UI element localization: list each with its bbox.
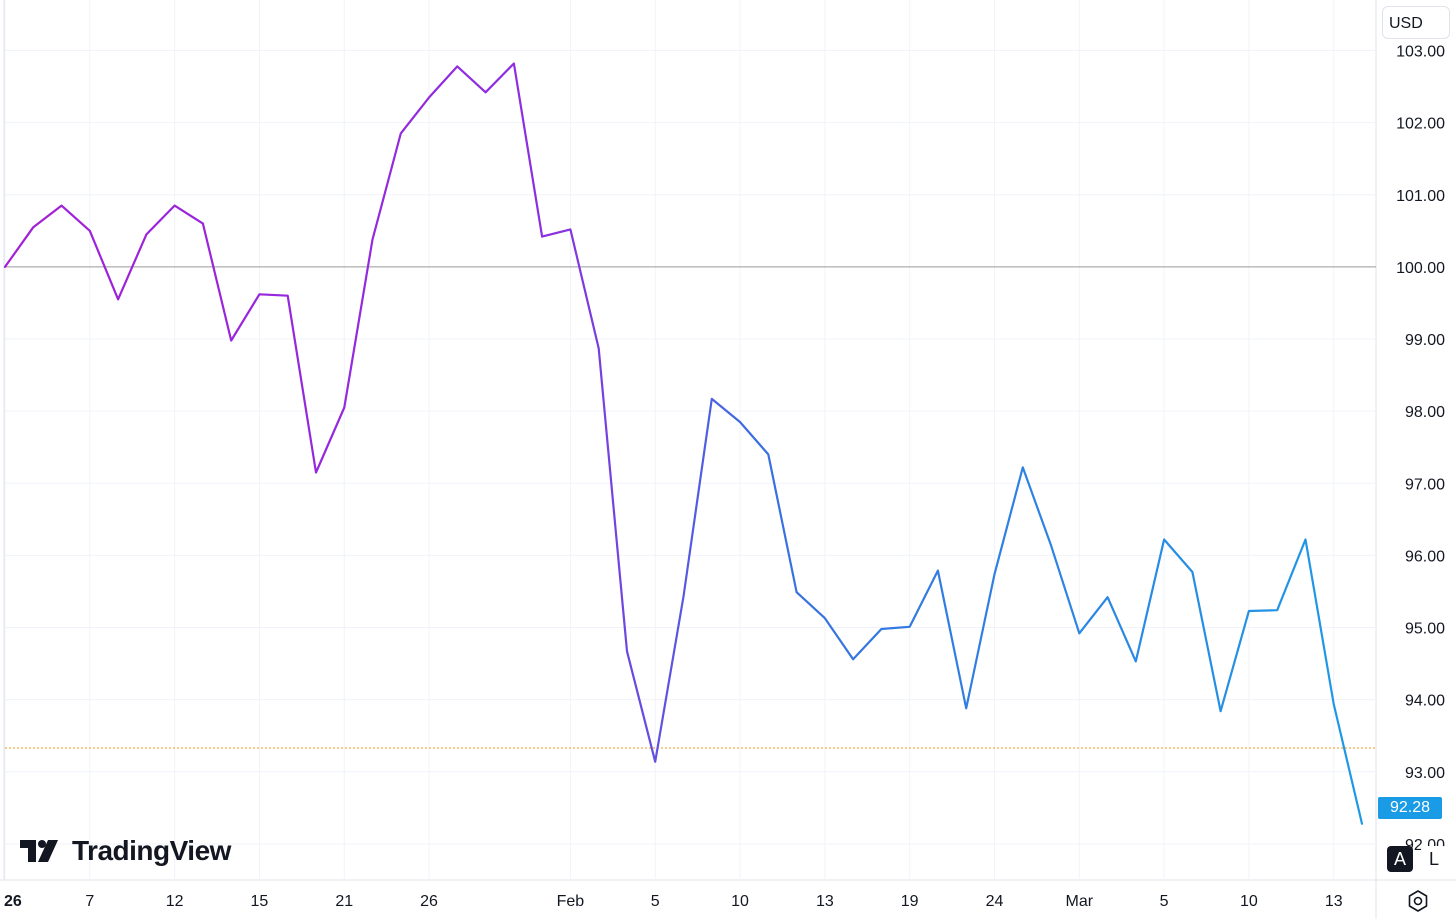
y-tick-label: 99.00 <box>1405 332 1445 349</box>
x-tick-label: 26 <box>4 893 22 910</box>
x-tick-label: 12 <box>166 893 184 910</box>
y-tick-label: 95.00 <box>1405 621 1445 638</box>
x-tick-label: 10 <box>1240 893 1258 910</box>
y-tick-label: 93.00 <box>1405 765 1445 782</box>
reference-lines <box>5 266 1376 749</box>
x-tick-label: 10 <box>731 893 749 910</box>
x-tick-label: 24 <box>986 893 1004 910</box>
x-tick-label: 5 <box>1160 893 1169 910</box>
auto-scale-button[interactable]: A <box>1387 846 1413 872</box>
x-tick-label: 19 <box>901 893 919 910</box>
x-axis: 26 7 12 15 21 26 Feb 5 10 13 19 24 Mar 5 10 13 <box>4 893 1343 910</box>
x-tick-label: 21 <box>335 893 353 910</box>
price-line <box>3 62 1364 825</box>
x-tick-label: 13 <box>1325 893 1343 910</box>
y-tick-label: 96.00 <box>1405 548 1445 565</box>
y-tick-label: 94.00 <box>1405 693 1445 710</box>
tradingview-logo[interactable]: TradingView <box>20 834 231 868</box>
series-line <box>3 62 1364 825</box>
grid <box>4 0 1376 880</box>
x-tick-label: 7 <box>85 893 94 910</box>
logo-text: TradingView <box>72 835 231 866</box>
y-tick-label: 98.00 <box>1405 404 1445 421</box>
x-tick-label: 15 <box>251 893 269 910</box>
x-tick-label: Mar <box>1066 893 1094 910</box>
y-tick-label: 102.00 <box>1396 116 1445 133</box>
y-axis: 92.0093.0094.0095.0096.0097.0098.0099.00… <box>1396 43 1445 853</box>
x-tick-label: Feb <box>557 893 585 910</box>
currency-button[interactable]: USD <box>1382 6 1450 39</box>
x-tick-label: 13 <box>816 893 834 910</box>
y-tick-label: 103.00 <box>1396 43 1445 60</box>
settings-gear-icon[interactable] <box>1405 888 1431 914</box>
y-tick-label: 100.00 <box>1396 260 1445 277</box>
tradingview-logo-icon <box>20 840 58 862</box>
x-tick-label: 26 <box>420 893 438 910</box>
x-tick-label: 5 <box>651 893 660 910</box>
y-tick-label: 101.00 <box>1396 188 1445 205</box>
log-scale-button[interactable]: L <box>1421 846 1447 872</box>
y-tick-label: 97.00 <box>1405 476 1445 493</box>
last-price-label: 92.28 <box>1378 797 1442 819</box>
